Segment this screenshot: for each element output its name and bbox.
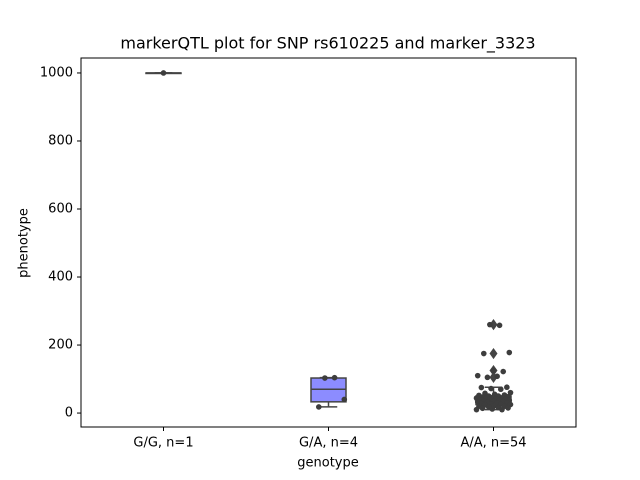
y-axis-label: phenotype: [17, 208, 32, 278]
point: [478, 384, 485, 391]
point: [480, 350, 487, 357]
point: [505, 405, 511, 411]
point: [474, 372, 481, 379]
point: [494, 373, 500, 380]
point: [490, 367, 497, 374]
point: [488, 385, 494, 392]
outlier: [489, 347, 498, 360]
point: [331, 374, 338, 381]
point: [487, 321, 493, 328]
chart-title: markerQTL plot for SNP rs610225 and mark…: [120, 34, 535, 54]
y-tick-label: 0: [65, 406, 73, 421]
point: [496, 322, 503, 329]
x-axis-label: genotype: [297, 456, 358, 471]
point: [499, 406, 505, 413]
point: [484, 374, 491, 381]
x-tick-label: G/G, n=1: [133, 436, 193, 451]
point: [500, 368, 507, 375]
y-tick-label: 200: [48, 338, 73, 353]
point: [341, 396, 348, 403]
x-tick-label: G/A, n=4: [299, 436, 358, 451]
point: [507, 389, 514, 396]
outlier: [489, 319, 498, 331]
point: [315, 404, 322, 410]
point: [489, 406, 496, 412]
point: [160, 70, 167, 76]
point: [322, 375, 328, 381]
point: [473, 406, 480, 413]
point: [479, 405, 486, 412]
x-tick-label: A/A, n=54: [460, 436, 526, 451]
y-tick-label: 400: [48, 270, 73, 285]
point: [504, 384, 510, 391]
point: [497, 386, 504, 393]
y-tick-label: 800: [48, 133, 73, 148]
y-tick-label: 600: [48, 202, 73, 217]
point: [506, 349, 513, 356]
y-tick-label: 1000: [40, 65, 73, 80]
outlier: [489, 371, 498, 383]
